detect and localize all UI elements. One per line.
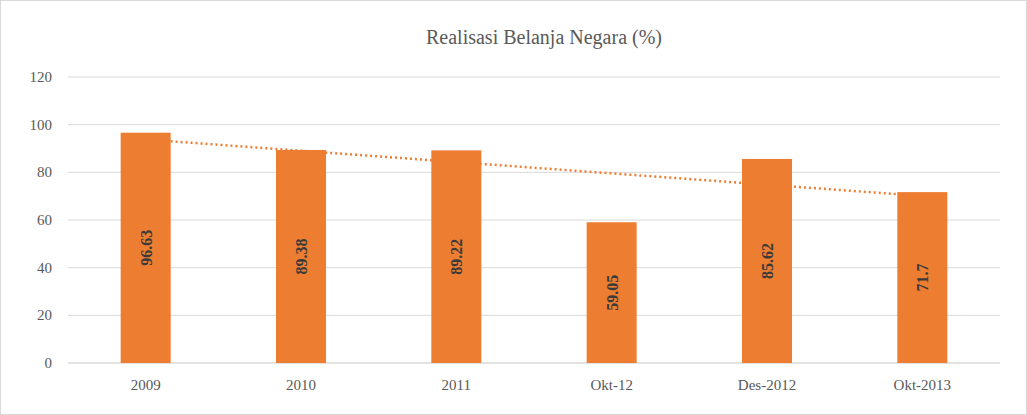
y-tick-label: 60 [37,212,52,228]
y-tick-label: 100 [30,117,53,133]
x-tick-label: Okt-12 [590,377,633,393]
bar [431,150,481,363]
data-label: 89.38 [293,238,310,274]
chart-container: Realisasi Belanja Negara (%) 0 20 40 60 80 100… [0,0,1027,415]
bar [587,222,637,363]
trendline [146,139,923,196]
bar [742,159,792,363]
trendline-group [146,139,923,196]
x-axis-line [68,363,1000,364]
grid [68,77,1000,363]
grid-line [68,315,1000,316]
grid-line [68,77,1000,78]
y-tick-label: 20 [37,307,52,323]
bar [276,150,326,363]
grid-line [68,124,1000,125]
grid-line [68,363,1000,364]
bars [121,133,948,363]
chart-frame [1,1,1027,415]
data-label: 89.22 [448,239,465,275]
grid-line [68,172,1000,173]
data-label: 71.7 [914,264,931,292]
grid-line [68,267,1000,268]
y-tick-label: 120 [30,69,53,85]
bar [121,133,171,363]
x-tick-label: Des-2012 [738,377,796,393]
x-tick-label: 2009 [131,377,161,393]
x-tick-label: 2010 [286,377,316,393]
x-tick-label: Okt-2013 [894,377,952,393]
chart-title: Realisasi Belanja Negara (%) [426,26,662,49]
y-tick-label: 0 [45,355,53,371]
data-label: 59.05 [604,275,621,311]
data-label: 85.62 [759,243,776,279]
x-tick-label: 2011 [442,377,471,393]
grid-line [68,220,1000,221]
y-tick-label: 80 [37,164,52,180]
y-tick-label: 40 [37,260,52,276]
chart-svg: Realisasi Belanja Negara (%) 0 20 40 60 80 100… [0,0,1027,415]
data-label: 96.63 [138,230,155,266]
bar [897,192,947,363]
